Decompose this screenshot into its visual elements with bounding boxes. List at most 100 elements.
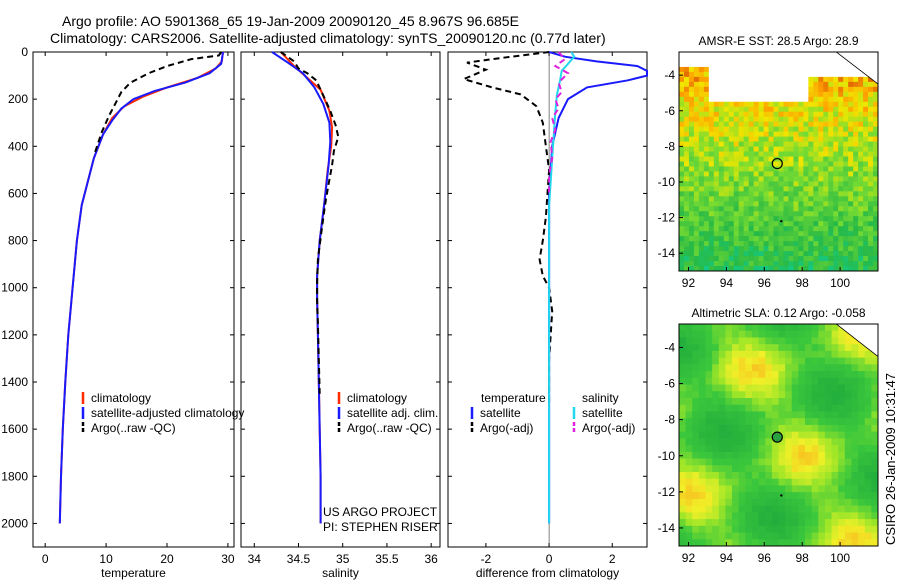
map-cell xyxy=(808,71,814,78)
map-cell xyxy=(798,411,806,419)
map-cell xyxy=(705,485,713,493)
map-cell xyxy=(679,261,685,267)
map-cell xyxy=(858,411,866,419)
map-cell xyxy=(683,206,690,212)
map-cell xyxy=(828,166,834,173)
map-cell xyxy=(685,485,693,493)
map-cell xyxy=(788,236,795,242)
map-cell xyxy=(818,181,824,187)
map-cell xyxy=(683,121,690,128)
legend-label: satellite xyxy=(582,406,623,420)
map-cell xyxy=(679,76,685,83)
map-cell xyxy=(828,156,834,163)
map-cell xyxy=(765,411,773,419)
map-cell xyxy=(858,350,866,359)
map-cell xyxy=(828,61,834,68)
map-cell xyxy=(798,492,806,500)
map-cell xyxy=(708,216,715,222)
map-cell xyxy=(864,398,872,406)
map-cell xyxy=(733,141,740,148)
map-cell xyxy=(758,465,766,473)
series-line-blue xyxy=(58,51,224,524)
map-cell xyxy=(692,512,700,520)
map-cell xyxy=(843,111,849,118)
map-cell xyxy=(693,131,700,138)
map-cell xyxy=(703,116,710,123)
map-cell xyxy=(843,166,849,173)
map-cell xyxy=(838,438,846,446)
map-cell xyxy=(693,241,700,247)
map-cell xyxy=(873,81,878,88)
map-cell xyxy=(838,337,846,345)
map-cell xyxy=(843,146,849,153)
map-cell xyxy=(843,221,849,227)
map-cell xyxy=(712,431,720,439)
map-cell xyxy=(693,81,700,88)
map-cell xyxy=(703,136,710,143)
map-cell xyxy=(838,519,846,527)
map-cell xyxy=(851,525,859,534)
map-cell xyxy=(805,492,813,500)
map-cell xyxy=(768,261,775,267)
map-cell xyxy=(765,357,773,365)
map-cell xyxy=(738,121,745,128)
map-cell xyxy=(712,478,720,487)
map-cell xyxy=(778,151,785,158)
map-cell xyxy=(723,231,730,237)
map-cell xyxy=(703,86,710,93)
map-cell xyxy=(738,418,746,426)
map-cell xyxy=(798,76,804,83)
map-cell xyxy=(712,357,720,365)
map-cell xyxy=(698,251,705,257)
map-cell xyxy=(713,111,720,118)
map-cell xyxy=(838,106,844,113)
map-cell xyxy=(698,451,707,460)
map-cell xyxy=(798,171,804,178)
map-cell xyxy=(733,121,740,128)
map-cell xyxy=(738,166,745,173)
map-cell xyxy=(844,337,853,345)
map-cell xyxy=(688,161,695,168)
map-cell xyxy=(791,498,799,507)
map-cell xyxy=(871,377,878,386)
map-cell xyxy=(712,391,720,399)
map-cell xyxy=(758,505,766,513)
map-cell xyxy=(783,226,790,232)
map-cell xyxy=(864,519,872,527)
map-cell xyxy=(733,156,740,163)
map-cell xyxy=(723,226,730,232)
map-cell xyxy=(858,256,864,262)
map-cell xyxy=(705,364,713,372)
map-cell xyxy=(848,91,854,98)
map-cell xyxy=(748,56,755,63)
map-cell xyxy=(818,377,826,386)
x-tick-label: 98 xyxy=(796,276,810,290)
map-cell xyxy=(748,131,755,138)
map-cell xyxy=(858,191,864,197)
map-cell xyxy=(703,141,710,148)
side-timestamp-label: CSIRO 26-Jan-2009 10:31:47 xyxy=(883,373,898,545)
map-cell xyxy=(712,411,720,419)
map-cell xyxy=(723,71,730,78)
map-cell xyxy=(688,56,695,63)
map-cell xyxy=(843,256,849,262)
map-cell xyxy=(813,96,819,103)
map-cell xyxy=(803,101,809,108)
map-cell xyxy=(824,492,833,500)
map-cell xyxy=(758,156,765,163)
map-cell xyxy=(778,156,785,163)
map-cell xyxy=(733,81,740,88)
map-cell xyxy=(758,196,765,202)
map-cell xyxy=(785,364,793,372)
map-cell xyxy=(813,236,819,242)
map-cell xyxy=(778,211,785,217)
map-cell xyxy=(725,371,733,379)
map-cell xyxy=(823,261,829,267)
map-cell xyxy=(693,86,700,93)
map-cell xyxy=(863,231,869,237)
map-cell xyxy=(858,156,864,163)
map-cell xyxy=(843,216,849,222)
map-cell xyxy=(718,116,725,123)
map-cell xyxy=(831,371,839,379)
map-cell xyxy=(718,251,725,257)
